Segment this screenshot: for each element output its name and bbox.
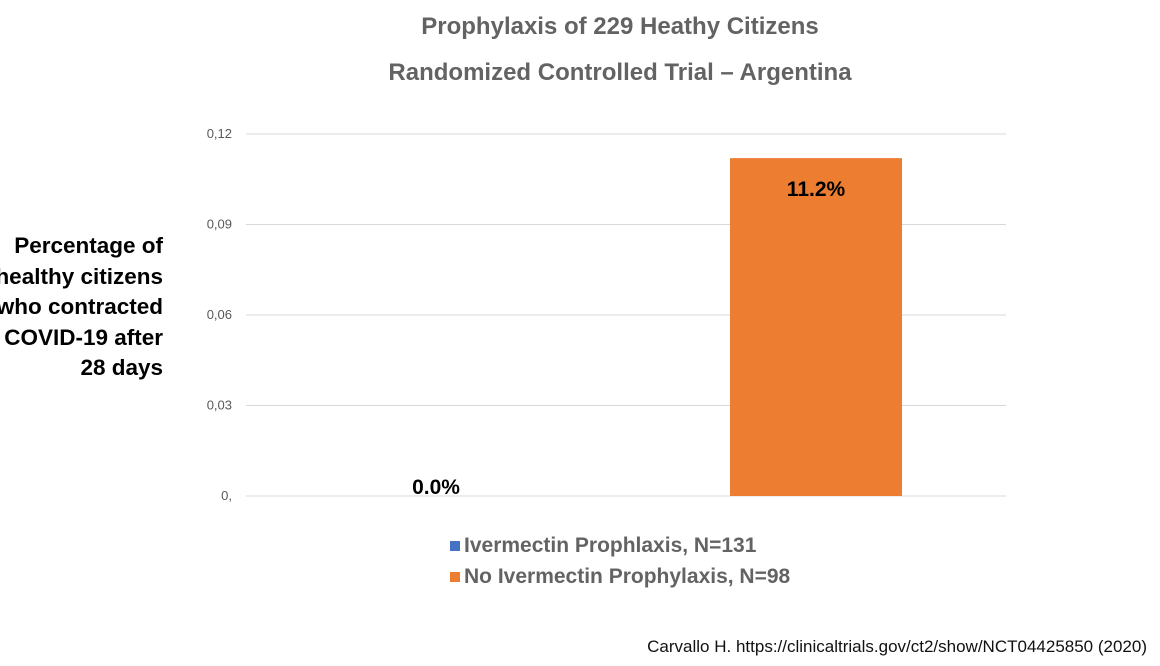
bar-data-label: 11.2% [787, 178, 846, 201]
chart-legend: Ivermectin Prophlaxis, N=131 No Ivermecti… [450, 530, 790, 592]
y-tick-label: 0,06 [207, 307, 232, 322]
legend-item: Ivermectin Prophlaxis, N=131 [450, 530, 790, 561]
chart-subtitle: Randomized Controlled Trial – Argentina [388, 59, 852, 86]
y-axis-label-line: who contracted [0, 294, 163, 319]
y-axis-label: Percentage of healthy citizens who contrac… [0, 231, 163, 384]
y-axis-label-line: COVID-19 after [4, 324, 163, 350]
y-tick-label: 0,09 [207, 217, 232, 232]
y-axis-label-line: 28 days [80, 355, 163, 380]
legend-item: No Ivermectin Prophylaxis, N=98 [450, 561, 790, 592]
bar-data-label: 0.0% [412, 476, 460, 499]
y-tick-label: 0,03 [207, 398, 232, 413]
bar-2 [730, 158, 902, 496]
legend-label: No Ivermectin Prophylaxis, N=98 [464, 564, 791, 588]
y-tick-label: 0, [221, 488, 232, 503]
legend-label: Ivermectin Prophlaxis, N=131 [464, 533, 757, 557]
source-citation: Carvallo H. https://clinicaltrials.gov/c… [647, 637, 1147, 656]
y-axis-label-line: healthy citizens [0, 263, 163, 289]
legend-swatch [450, 571, 460, 582]
y-axis-label-line: Percentage of [14, 233, 163, 258]
chart-title: Prophylaxis of 229 Heathy Citizens [421, 13, 819, 40]
y-tick-label: 0,12 [207, 126, 232, 141]
legend-swatch [450, 540, 460, 551]
